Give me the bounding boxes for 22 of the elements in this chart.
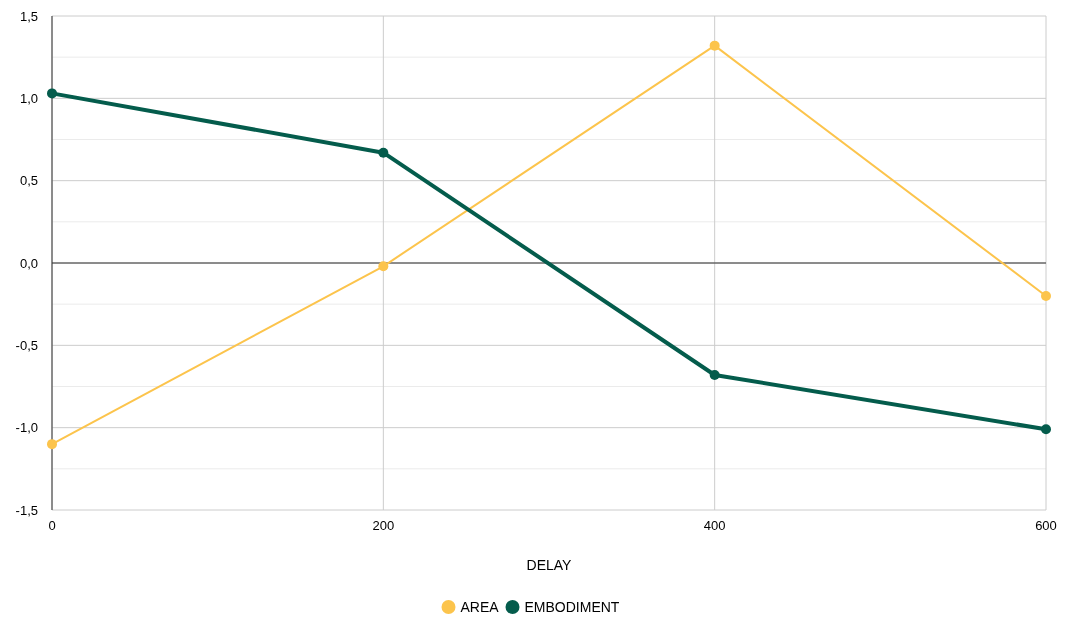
x-axis-title: DELAY (526, 557, 573, 573)
point (47, 439, 57, 450)
x-tick-label: 400 (703, 518, 726, 533)
legend-label: AREA (460, 598, 500, 615)
y-tick-label: 0,0 (19, 255, 38, 271)
x-tick-label: 200 (372, 518, 395, 533)
y-tick-label: -1,0 (15, 420, 38, 436)
point (47, 88, 57, 99)
point (1041, 424, 1051, 435)
point (709, 369, 720, 380)
point (378, 147, 389, 158)
point (709, 40, 720, 51)
y-tick-label: 0,5 (19, 173, 38, 189)
legend-label: EMBODIMENT (524, 598, 620, 615)
y-tick-label: -0,5 (15, 337, 38, 353)
y-tick-label: 1,5 (19, 8, 38, 24)
y-tick-label: -1,5 (15, 502, 38, 518)
x-tick-label: 600 (1035, 518, 1057, 533)
point (378, 261, 389, 272)
y-tick-label: 1,0 (19, 90, 38, 106)
x-tick-label: 0 (48, 518, 56, 533)
point (1041, 290, 1051, 301)
